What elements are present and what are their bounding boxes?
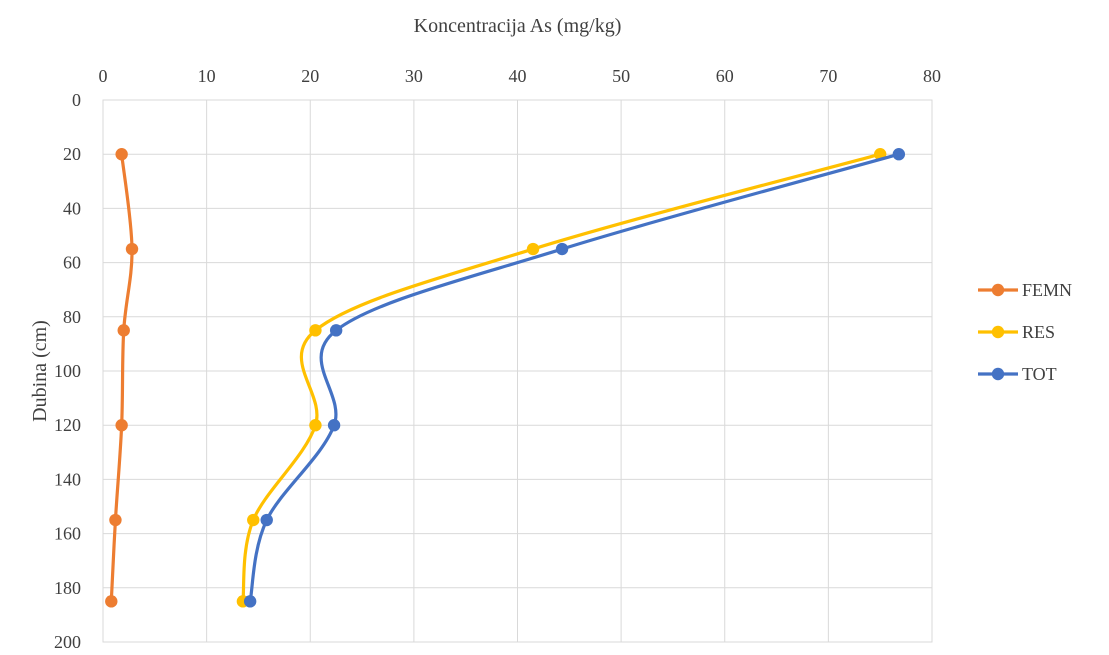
data-point-femn (105, 595, 118, 608)
data-point-res (309, 324, 322, 337)
x-tick-label: 40 (509, 66, 527, 86)
x-tick-label: 30 (405, 66, 423, 86)
x-tick-label: 10 (198, 66, 216, 86)
legend-label-femn: FEMN (1022, 280, 1072, 300)
x-tick-label: 80 (923, 66, 941, 86)
legend: FEMN RES TOT (978, 280, 1072, 384)
data-point-femn (115, 419, 128, 432)
plot-frame (102, 99, 933, 643)
x-axis-title: Koncentracija As (mg/kg) (414, 15, 622, 37)
x-tick-label: 50 (612, 66, 630, 86)
data-point-res (526, 242, 540, 256)
y-tick-label: 0 (72, 90, 81, 110)
data-point-tot (327, 419, 341, 432)
y-tick-label: 100 (54, 361, 81, 381)
y-axis-title: Dubina (cm) (29, 320, 51, 422)
legend-item-femn: FEMN (978, 280, 1072, 300)
y-tick-label: 200 (54, 632, 81, 652)
data-point-femn (109, 513, 122, 527)
y-tick-label: 160 (54, 524, 81, 544)
y-tick-label: 80 (63, 307, 81, 327)
data-point-res (247, 513, 260, 527)
x-axis-ticks: 0 10 20 30 40 50 60 70 80 (99, 66, 942, 86)
y-tick-label: 120 (54, 415, 81, 435)
gridlines (102, 99, 933, 643)
legend-marker-femn (991, 283, 1005, 297)
data-point-femn (117, 324, 130, 337)
legend-marker-tot (991, 367, 1005, 381)
legend-label-tot: TOT (1022, 364, 1057, 384)
y-axis-ticks: 0 20 40 60 80 100 120 140 160 180 200 (54, 90, 81, 652)
series-line-res (241, 152, 882, 603)
data-point-femn (125, 242, 139, 256)
series-layer (105, 148, 906, 608)
data-point-tot (243, 595, 257, 608)
legend-item-res: RES (978, 322, 1055, 342)
data-point-tot (892, 148, 906, 161)
y-tick-label: 140 (54, 469, 81, 489)
data-point-tot (260, 513, 273, 527)
series-line-tot (248, 152, 901, 603)
data-point-tot (555, 242, 569, 256)
data-point-tot (329, 324, 343, 337)
y-tick-label: 40 (63, 198, 81, 218)
y-tick-label: 20 (63, 144, 81, 164)
data-point-femn (115, 148, 128, 161)
series-line-femn (109, 152, 134, 603)
y-tick-label: 180 (54, 578, 81, 598)
legend-label-res: RES (1022, 322, 1055, 342)
series-res (236, 148, 887, 608)
x-tick-label: 60 (716, 66, 734, 86)
legend-item-tot: TOT (978, 364, 1057, 384)
legend-marker-res (991, 325, 1005, 339)
series-femn (105, 148, 139, 608)
y-tick-label: 60 (63, 253, 81, 273)
x-tick-label: 0 (99, 66, 108, 86)
series-tot (243, 148, 906, 608)
x-tick-label: 70 (819, 66, 837, 86)
x-tick-label: 20 (301, 66, 319, 86)
data-point-res (309, 419, 322, 432)
